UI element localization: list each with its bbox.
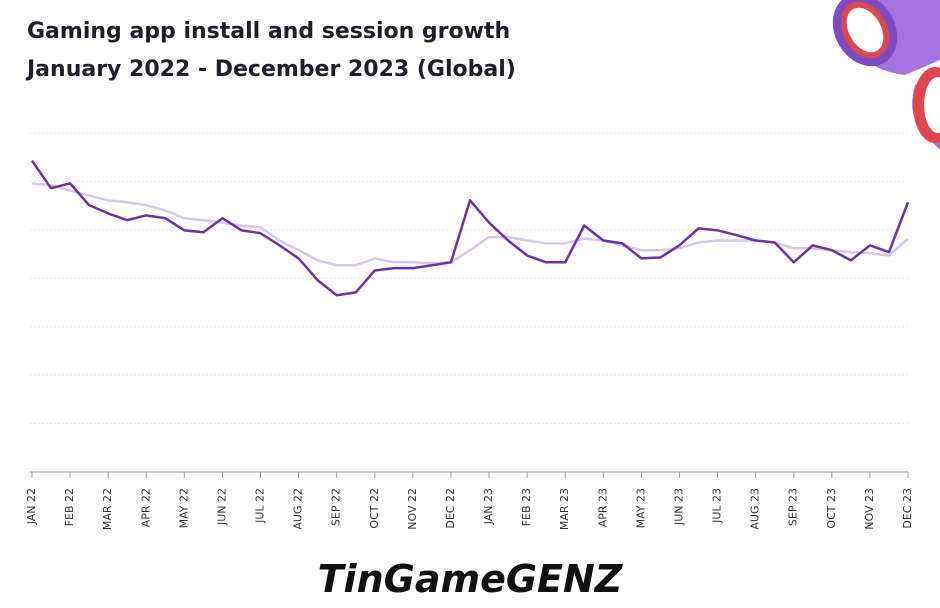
x-tick-label: APR 23 bbox=[596, 488, 609, 527]
x-tick-label: DEC 23 bbox=[901, 488, 914, 529]
x-tick-label: MAY 23 bbox=[634, 488, 647, 528]
x-tick-label: FEB 23 bbox=[520, 488, 533, 526]
x-tick-label: AUG 23 bbox=[749, 488, 762, 530]
series-line bbox=[31, 182, 909, 267]
x-tick-label: MAY 22 bbox=[177, 488, 190, 528]
watermark: TinGameGENZ bbox=[318, 557, 624, 601]
x-tick-label: OCT 22 bbox=[368, 488, 381, 529]
x-tick-label: SEP 23 bbox=[787, 488, 800, 526]
x-tick-label: NOV 22 bbox=[406, 488, 419, 530]
x-tick-label: JUN 23 bbox=[672, 488, 685, 526]
series-line bbox=[30, 159, 910, 297]
x-tick-label: JUN 22 bbox=[215, 488, 228, 526]
x-tick-label: NOV 23 bbox=[863, 488, 876, 530]
chart-title: Gaming app install and session growth bbox=[27, 19, 510, 44]
decoration bbox=[832, 0, 940, 150]
x-tick-label: AUG 22 bbox=[292, 488, 305, 530]
x-tick-label: JAN 23 bbox=[482, 488, 495, 525]
x-tick-label: MAR 22 bbox=[101, 488, 114, 530]
x-tick-label: SEP 22 bbox=[330, 488, 343, 526]
x-tick-label: APR 22 bbox=[139, 488, 152, 527]
x-tick-label: MAR 23 bbox=[558, 488, 571, 530]
x-tick-label: JUL 23 bbox=[711, 488, 724, 524]
x-tick-label: OCT 23 bbox=[825, 488, 838, 529]
x-tick-label: JUL 22 bbox=[254, 488, 267, 524]
x-tick-label: DEC 22 bbox=[444, 488, 457, 529]
x-tick-label: JAN 22 bbox=[25, 488, 38, 525]
chart-subtitle: January 2022 - December 2023 (Global) bbox=[25, 57, 516, 82]
x-tick-label: FEB 22 bbox=[63, 488, 76, 526]
